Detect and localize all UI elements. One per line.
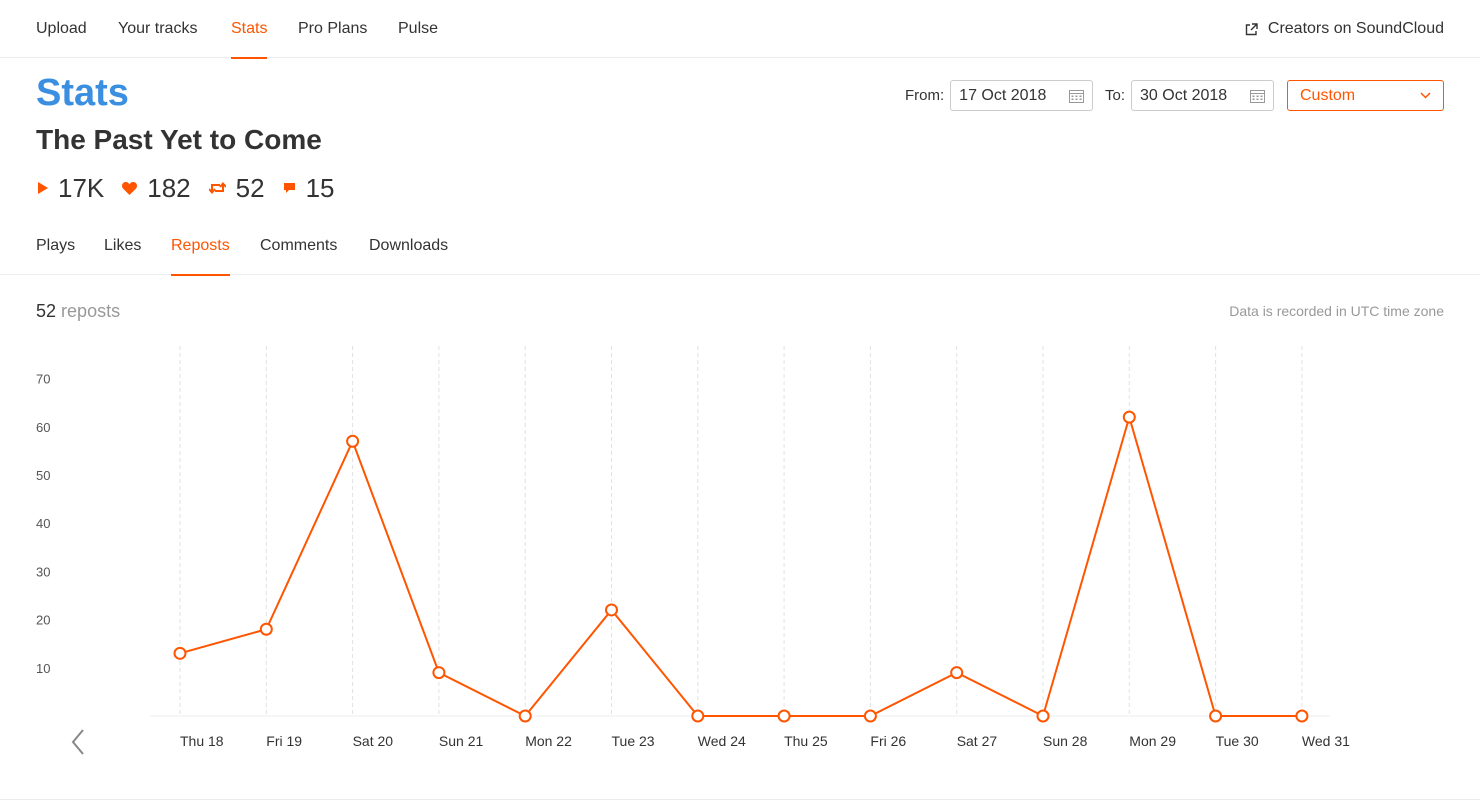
creators-link[interactable]: Creators on SoundCloud: [1245, 0, 1444, 58]
data-point[interactable]: [518, 709, 532, 723]
comments-value: 15: [305, 172, 335, 203]
x-tick-label: Thu 25: [784, 733, 828, 749]
x-tick-label: Sat 20: [353, 733, 394, 749]
comments-count: 15: [283, 173, 335, 204]
tab-downloads[interactable]: Downloads: [369, 237, 449, 254]
data-point[interactable]: [346, 434, 360, 448]
external-link-icon: [1245, 22, 1258, 35]
tab-pulse[interactable]: Pulse: [398, 20, 439, 37]
y-tick-label: 70: [36, 372, 50, 387]
data-point[interactable]: [950, 666, 964, 680]
x-tick-label: Wed 31: [1302, 733, 1350, 749]
tab-likes[interactable]: Likes: [104, 237, 142, 254]
data-point[interactable]: [777, 709, 791, 723]
y-tick-label: 30: [36, 564, 50, 579]
tab-your-tracks[interactable]: Your tracks: [118, 20, 198, 37]
x-tick-label: Tue 30: [1216, 733, 1259, 749]
data-point[interactable]: [259, 622, 273, 636]
x-tick-label: Mon 22: [525, 733, 572, 749]
x-tick-label: Sun 21: [439, 733, 484, 749]
summary-unit: reposts: [61, 301, 121, 321]
top-nav: Upload Your tracks Stats Pro Plans Pulse…: [0, 0, 1480, 59]
y-tick-label: 20: [36, 613, 50, 628]
summary-count: 52: [36, 301, 57, 321]
x-tick-label: Fri 19: [266, 733, 302, 749]
x-tick-label: Sat 27: [957, 733, 998, 749]
chevron-left-icon: [71, 729, 84, 755]
play-icon: [38, 182, 48, 194]
range-select-value: Custom: [1300, 86, 1356, 104]
x-tick-label: Mon 29: [1129, 733, 1176, 749]
reposts-chart: 10 20 30 40 50 60 70 Thu 18 Fri 19 Sat 20 Sun 21 M…: [36, 346, 1350, 749]
comment-icon: [283, 182, 295, 193]
likes-value: 182: [147, 172, 191, 203]
tab-stats[interactable]: Stats: [231, 0, 268, 59]
repost-icon: [208, 181, 226, 195]
tab-comments[interactable]: Comments: [260, 237, 338, 254]
x-tick-label: Sun 28: [1043, 733, 1088, 749]
data-point[interactable]: [1036, 709, 1050, 723]
to-date-value: 30 Oct 2018: [1140, 86, 1228, 104]
calendar-icon: [1069, 89, 1085, 103]
page-title: Stats: [36, 72, 129, 114]
from-date-value: 17 Oct 2018: [959, 86, 1047, 104]
tab-plays[interactable]: Plays: [36, 237, 76, 254]
creators-label: Creators on SoundCloud: [1267, 20, 1444, 37]
track-title: The Past Yet to Come: [36, 124, 322, 155]
tab-reposts[interactable]: Reposts: [171, 222, 230, 276]
y-tick-label: 60: [36, 420, 50, 435]
previous-period-button[interactable]: [64, 724, 92, 760]
data-point[interactable]: [863, 709, 877, 723]
chevron-down-icon: [1420, 92, 1431, 99]
data-point[interactable]: [432, 666, 446, 680]
series-line: [179, 413, 1302, 718]
timezone-note: Data is recorded in UTC time zone: [1229, 303, 1444, 319]
heart-icon: [122, 181, 138, 195]
to-date-field[interactable]: 30 Oct 2018: [1131, 80, 1275, 111]
x-tick-label: Wed 24: [698, 733, 746, 749]
likes-count: 182: [122, 172, 191, 204]
reposts-count: 52: [208, 172, 265, 204]
to-label: To:: [1105, 87, 1126, 104]
track-counts: 17K 182 52 15: [38, 172, 353, 204]
reposts-value: 52: [235, 172, 265, 203]
tab-pro-plans[interactable]: Pro Plans: [298, 20, 368, 37]
from-label: From:: [905, 87, 945, 104]
y-tick-label: 10: [36, 661, 50, 676]
y-tick-label: 50: [36, 468, 50, 483]
data-point[interactable]: [605, 603, 618, 617]
metric-tabs: Plays Likes Reposts Comments Downloads: [0, 222, 1480, 276]
plays-count: 17K: [38, 173, 104, 204]
range-select[interactable]: Custom: [1287, 80, 1444, 111]
reposts-summary: 52 reposts: [36, 301, 120, 322]
plays-value: 17K: [58, 172, 105, 203]
data-point[interactable]: [1122, 410, 1136, 424]
data-point[interactable]: [691, 709, 705, 723]
x-tick-label: Fri 26: [870, 733, 906, 749]
from-date-field[interactable]: 17 Oct 2018: [950, 80, 1094, 111]
to-date-control: To: 30 Oct 2018: [1105, 80, 1275, 111]
x-tick-label: Thu 18: [180, 733, 224, 749]
data-point[interactable]: [1209, 709, 1223, 723]
footer-divider: [0, 799, 1480, 800]
data-point[interactable]: [173, 646, 187, 660]
y-tick-label: 40: [36, 516, 50, 531]
x-tick-label: Tue 23: [612, 733, 655, 749]
tab-upload[interactable]: Upload: [36, 20, 87, 37]
calendar-icon: [1250, 89, 1266, 103]
data-point[interactable]: [1295, 709, 1309, 723]
from-date-control: From: 17 Oct 2018: [905, 80, 1094, 111]
